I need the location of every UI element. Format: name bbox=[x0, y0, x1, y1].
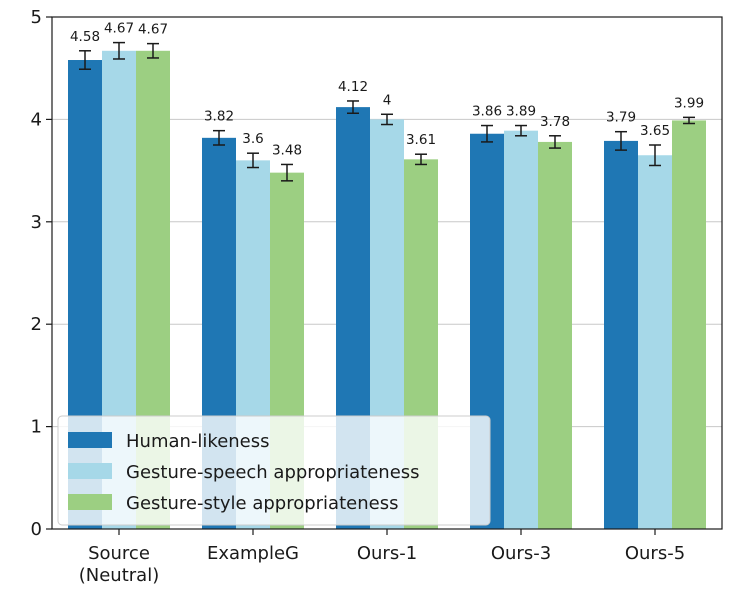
legend: Human-likeness Gesture-speech appropriate… bbox=[57, 415, 491, 526]
y-tick-label: 3 bbox=[31, 212, 42, 233]
legend-box bbox=[57, 415, 491, 526]
y-tick-label: 5 bbox=[31, 7, 42, 28]
legend-label: Gesture-style appropriateness bbox=[126, 493, 398, 514]
data-label: 3.82 bbox=[204, 109, 234, 125]
bar bbox=[504, 130, 538, 529]
data-label: 4 bbox=[383, 92, 392, 108]
legend-label: Human-likeness bbox=[126, 431, 270, 452]
y-tick-label: 1 bbox=[31, 417, 42, 438]
x-tick-label: Ours-5 bbox=[625, 543, 685, 564]
bar bbox=[604, 140, 638, 530]
bar bbox=[638, 155, 672, 530]
y-tick-label: 0 bbox=[31, 519, 42, 540]
axes: 0 1 2 3 4 5 Source(Neutral) ExampleG Ours-1 Ours-… bbox=[31, 7, 686, 586]
data-label: 3.99 bbox=[674, 95, 704, 111]
x-tick-label: (Neutral) bbox=[79, 565, 159, 586]
bar bbox=[538, 141, 572, 530]
legend-swatch bbox=[68, 432, 112, 448]
y-tick-label: 4 bbox=[31, 109, 42, 130]
data-label: 3.6 bbox=[242, 131, 263, 147]
data-label: 4.67 bbox=[138, 22, 168, 38]
data-label: 3.61 bbox=[406, 132, 436, 148]
data-label: 3.86 bbox=[472, 104, 502, 120]
data-label: 3.48 bbox=[272, 142, 302, 158]
data-label: 3.89 bbox=[506, 104, 536, 120]
data-label: 4.58 bbox=[70, 29, 100, 45]
data-label: 3.79 bbox=[606, 110, 636, 126]
y-tick-label: 2 bbox=[31, 314, 42, 335]
legend-label: Gesture-speech appropriateness bbox=[126, 462, 420, 483]
data-label: 3.65 bbox=[640, 123, 670, 139]
legend-swatch bbox=[68, 463, 112, 479]
legend-swatch bbox=[68, 494, 112, 510]
bar bbox=[672, 120, 706, 529]
data-label: 4.67 bbox=[104, 21, 134, 37]
error-bars bbox=[79, 41, 695, 182]
data-label: 3.78 bbox=[540, 114, 570, 130]
x-tick-label: Ours-3 bbox=[491, 543, 551, 564]
x-tick-label: Source bbox=[88, 543, 150, 564]
data-label: 4.12 bbox=[338, 79, 368, 95]
x-tick-label: ExampleG bbox=[207, 543, 299, 564]
x-tick-label: Ours-1 bbox=[357, 543, 417, 564]
